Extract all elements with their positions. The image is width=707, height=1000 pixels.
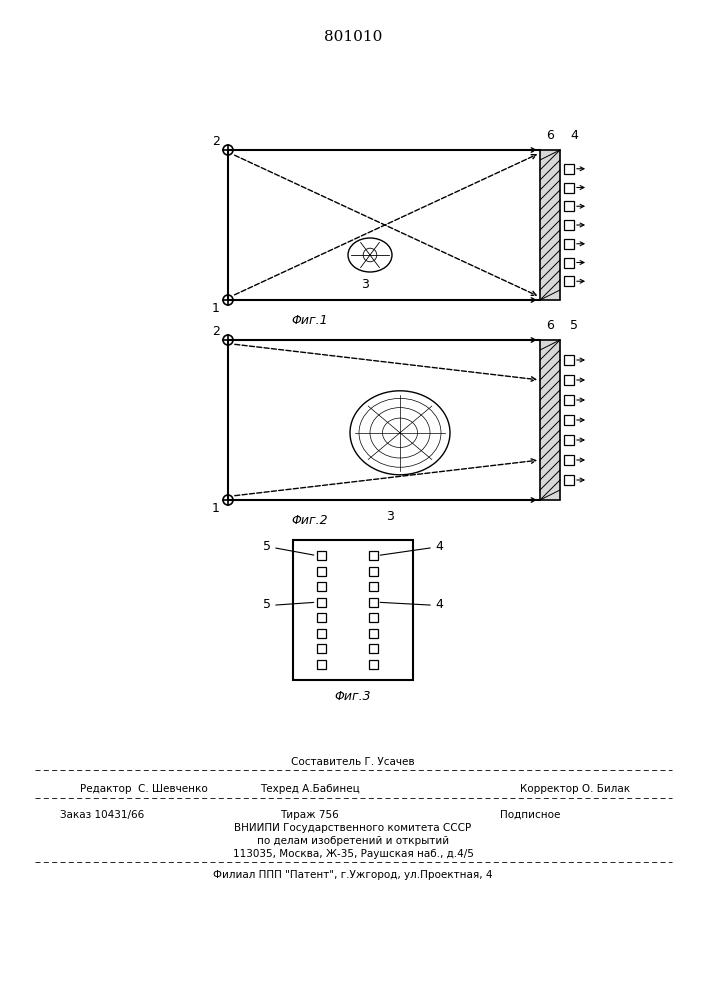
Text: Редактор  С. Шевченко: Редактор С. Шевченко [80, 784, 208, 794]
Polygon shape [540, 340, 560, 500]
Bar [368, 644, 378, 653]
Polygon shape [540, 150, 560, 300]
Text: Φиг.2: Φиг.2 [292, 514, 328, 527]
Bar [368, 598, 378, 607]
Text: 2: 2 [212, 325, 220, 338]
Text: 801010: 801010 [324, 30, 382, 44]
Bar [317, 644, 325, 653]
Bar [368, 613, 378, 622]
Text: Тираж 756: Тираж 756 [280, 810, 339, 820]
Text: Техред А.Бабинец: Техред А.Бабинец [260, 784, 360, 794]
Bar [368, 582, 378, 591]
Text: 3: 3 [361, 278, 369, 291]
Bar [564, 435, 574, 445]
Text: 4: 4 [435, 540, 443, 553]
Text: 6: 6 [546, 319, 554, 332]
Bar [564, 415, 574, 425]
Bar [564, 395, 574, 405]
Text: Φиг.3: Φиг.3 [334, 690, 371, 703]
Text: Составитель Г. Усачев: Составитель Г. Усачев [291, 757, 415, 767]
Bar [368, 660, 378, 669]
Bar [564, 164, 574, 174]
Text: 113035, Москва, Ж-35, Раушская наб., д.4/5: 113035, Москва, Ж-35, Раушская наб., д.4… [233, 849, 474, 859]
Ellipse shape [348, 238, 392, 272]
Bar [564, 475, 574, 485]
Bar [317, 567, 325, 576]
Bar [564, 375, 574, 385]
Text: Подписное: Подписное [500, 810, 561, 820]
Text: Корректор О. Билак: Корректор О. Билак [520, 784, 630, 794]
Bar [564, 257, 574, 267]
Bar [368, 551, 378, 560]
Text: 5: 5 [570, 319, 578, 332]
Bar [564, 455, 574, 465]
Text: 2: 2 [212, 135, 220, 148]
Text: 4: 4 [570, 129, 578, 142]
Text: ВНИИПИ Государственного комитета СССР: ВНИИПИ Государственного комитета СССР [235, 823, 472, 833]
Bar [317, 660, 325, 669]
Text: 5: 5 [263, 540, 271, 553]
Bar [564, 355, 574, 365]
Bar [564, 220, 574, 230]
Text: Φиг.1: Φиг.1 [292, 314, 328, 327]
Bar [564, 276, 574, 286]
Bar [317, 629, 325, 638]
Text: 6: 6 [546, 129, 554, 142]
Bar [317, 613, 325, 622]
Bar [317, 551, 325, 560]
Text: 5: 5 [263, 598, 271, 611]
Bar [368, 629, 378, 638]
Text: по делам изобретений и открытий: по делам изобретений и открытий [257, 836, 449, 846]
Bar [564, 239, 574, 249]
Text: 1: 1 [212, 302, 220, 315]
Text: 3: 3 [386, 510, 394, 523]
Bar [317, 598, 325, 607]
Text: 1: 1 [212, 502, 220, 515]
Bar [293, 540, 413, 680]
Bar [564, 201, 574, 211]
Text: Заказ 10431/66: Заказ 10431/66 [60, 810, 144, 820]
Bar [317, 582, 325, 591]
Ellipse shape [350, 391, 450, 475]
Bar [564, 182, 574, 192]
Bar [368, 567, 378, 576]
Text: Филиал ППП "Патент", г.Ужгород, ул.Проектная, 4: Филиал ППП "Патент", г.Ужгород, ул.Проек… [214, 870, 493, 880]
Text: 4: 4 [435, 598, 443, 611]
